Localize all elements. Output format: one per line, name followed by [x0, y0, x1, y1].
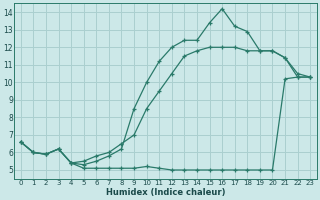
X-axis label: Humidex (Indice chaleur): Humidex (Indice chaleur)	[106, 188, 225, 197]
